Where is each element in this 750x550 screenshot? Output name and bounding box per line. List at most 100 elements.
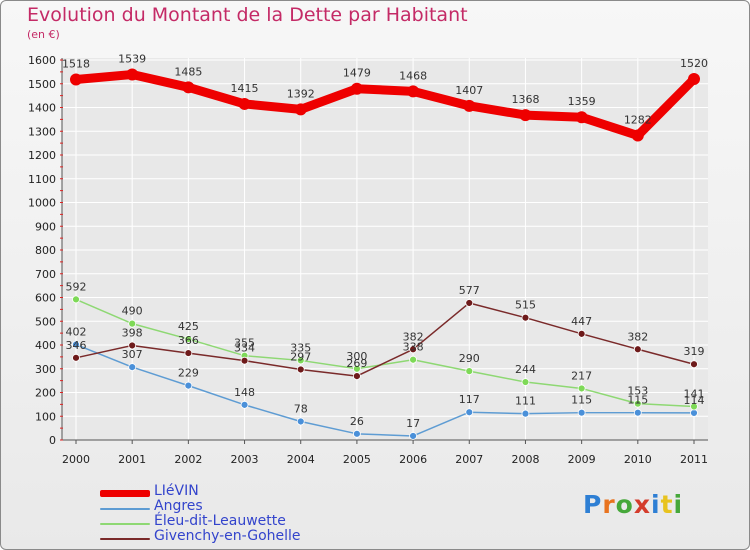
data-point — [690, 402, 698, 411]
y-tick-label: 200 — [35, 387, 56, 400]
data-label: 17 — [406, 417, 420, 430]
y-tick-label: 1500 — [28, 78, 56, 91]
data-point — [633, 408, 642, 417]
data-point — [521, 378, 530, 386]
x-tick-label: 2011 — [680, 453, 708, 466]
data-point — [409, 355, 417, 364]
data-label: 398 — [122, 326, 143, 339]
data-point — [577, 408, 586, 417]
y-tick-label: 700 — [35, 268, 56, 281]
data-point — [184, 335, 193, 343]
series-line — [71, 69, 699, 141]
data-label: 290 — [459, 352, 480, 365]
data-label: 26 — [350, 415, 364, 428]
data-point — [72, 340, 80, 349]
data-label: 382 — [403, 330, 424, 343]
series-line — [75, 343, 695, 437]
data-point — [184, 381, 193, 390]
logo-letter: t — [660, 490, 674, 519]
data-point — [238, 97, 251, 110]
data-label: 307 — [122, 348, 143, 361]
data-point — [182, 81, 195, 94]
x-tick-label: 2003 — [231, 453, 259, 466]
logo-letter: P — [583, 490, 603, 519]
plot-area — [62, 58, 708, 440]
y-tick-label: 0 — [49, 434, 56, 447]
chart-title: Evolution du Montant de la Dette par Hab… — [27, 4, 468, 26]
legend-swatch — [100, 523, 150, 525]
data-label: 78 — [294, 402, 308, 415]
y-tick-label: 1600 — [28, 54, 56, 67]
series-line — [75, 298, 695, 408]
data-point — [575, 111, 588, 124]
data-point — [577, 329, 586, 338]
y-tick-label: 800 — [35, 244, 56, 257]
data-label: 148 — [234, 386, 255, 399]
data-point — [519, 109, 532, 122]
data-label: 382 — [627, 330, 648, 343]
data-point — [521, 313, 530, 322]
data-label: 1518 — [62, 57, 90, 70]
data-point — [128, 363, 137, 371]
x-tick-label: 2007 — [455, 453, 483, 466]
data-point — [72, 353, 80, 362]
data-label: 141 — [684, 388, 705, 401]
data-label: 1368 — [511, 93, 539, 106]
x-tick-label: 2000 — [62, 453, 90, 466]
data-point — [463, 99, 476, 112]
data-label: 1468 — [399, 69, 427, 82]
x-tick-label: 2004 — [287, 453, 315, 466]
data-point — [409, 432, 417, 440]
data-label: 366 — [178, 334, 199, 347]
unit-label: (en €) — [27, 28, 60, 41]
y-tick-label: 900 — [35, 220, 56, 233]
data-point — [184, 349, 193, 357]
data-point — [633, 399, 642, 408]
data-point — [465, 408, 474, 417]
logo-letter: i — [651, 490, 661, 519]
data-label: 335 — [290, 341, 311, 354]
data-label: 1282 — [624, 114, 652, 127]
legend-swatch — [100, 490, 150, 497]
y-tick-label: 1100 — [28, 173, 56, 186]
data-label: 111 — [515, 395, 536, 408]
x-tick-label: 2006 — [399, 453, 427, 466]
y-tick-label: 600 — [35, 292, 56, 305]
data-point — [407, 85, 420, 98]
x-tick-label: 2008 — [511, 453, 539, 466]
proxiti-logo: Proxiti — [583, 490, 683, 519]
data-label: 1520 — [680, 57, 708, 70]
data-label: 346 — [66, 339, 87, 352]
x-tick-label: 2002 — [174, 453, 202, 466]
data-label: 319 — [684, 345, 705, 358]
data-label: 1407 — [455, 84, 483, 97]
data-label: 515 — [515, 299, 536, 312]
data-label: 355 — [234, 337, 255, 350]
data-point — [521, 409, 530, 418]
data-point — [631, 129, 644, 142]
data-point — [126, 68, 139, 81]
y-tick-label: 1000 — [28, 197, 56, 210]
data-point — [294, 103, 307, 116]
data-point — [240, 356, 249, 365]
legend-swatch — [100, 538, 150, 540]
data-point — [70, 73, 82, 86]
data-point — [409, 345, 417, 354]
data-point — [72, 295, 80, 304]
data-label: 402 — [66, 326, 87, 339]
logo-letter: i — [673, 490, 684, 519]
logo-letter: o — [615, 490, 634, 519]
legend-label: Éleu-dit-Leauwette — [154, 513, 286, 529]
data-label: 334 — [234, 342, 255, 355]
data-point — [577, 384, 586, 393]
data-label: 217 — [571, 369, 592, 382]
data-label: 114 — [684, 394, 705, 407]
data-label: 1392 — [287, 87, 315, 100]
y-tick-label: 100 — [35, 410, 56, 423]
data-label: 153 — [627, 385, 648, 398]
data-label: 1415 — [231, 82, 259, 95]
x-tick-label: 2009 — [568, 453, 596, 466]
data-label: 300 — [346, 350, 367, 363]
data-label: 115 — [571, 394, 592, 407]
data-point — [465, 367, 474, 376]
